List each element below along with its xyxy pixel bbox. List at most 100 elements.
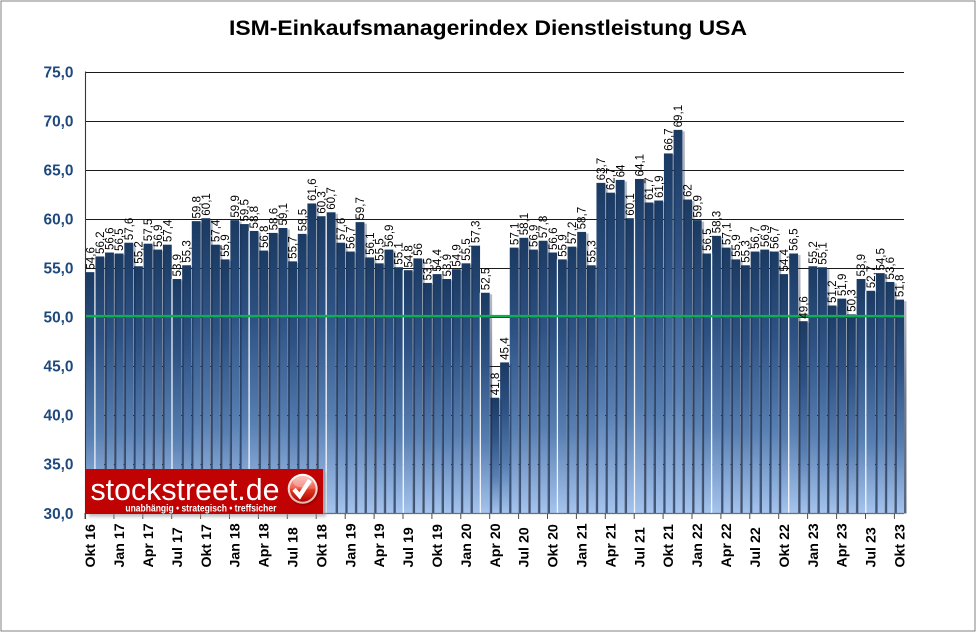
svg-text:55,9: 55,9: [556, 234, 569, 257]
svg-text:unabhängig • strategisch • tre: unabhängig • strategisch • treffsicher: [125, 504, 276, 515]
svg-text:57,3: 57,3: [470, 221, 483, 244]
svg-text:Jan 20: Jan 20: [459, 523, 475, 567]
svg-text:56,8: 56,8: [258, 225, 271, 248]
svg-text:Jul 22: Jul 22: [748, 527, 764, 567]
svg-text:59,8: 59,8: [190, 196, 203, 219]
svg-text:Okt 22: Okt 22: [777, 524, 793, 567]
svg-text:57,6: 57,6: [123, 218, 136, 241]
svg-text:70,0: 70,0: [44, 113, 74, 130]
svg-text:Jul 17: Jul 17: [170, 527, 186, 567]
svg-text:Jul 19: Jul 19: [401, 527, 417, 567]
svg-text:Jan 21: Jan 21: [575, 523, 591, 567]
svg-text:58,8: 58,8: [248, 206, 261, 229]
svg-text:66,7: 66,7: [662, 128, 675, 151]
svg-text:Apr 22: Apr 22: [719, 523, 735, 567]
svg-text:Okt 20: Okt 20: [546, 524, 562, 567]
svg-text:Okt 21: Okt 21: [661, 524, 677, 567]
svg-text:57,2: 57,2: [566, 222, 579, 245]
svg-text:Jan 18: Jan 18: [228, 523, 244, 567]
svg-text:41,8: 41,8: [489, 373, 502, 396]
svg-text:50,3: 50,3: [846, 289, 859, 312]
svg-text:Apr 19: Apr 19: [372, 523, 388, 567]
svg-text:51,8: 51,8: [894, 275, 907, 298]
svg-text:56,7: 56,7: [768, 226, 781, 249]
svg-text:61,9: 61,9: [653, 175, 666, 198]
svg-text:56,2: 56,2: [94, 231, 107, 254]
svg-text:53,5: 53,5: [422, 258, 435, 281]
svg-text:56,5: 56,5: [701, 228, 714, 251]
svg-text:53,9: 53,9: [441, 254, 454, 277]
svg-text:Okt 17: Okt 17: [199, 524, 215, 567]
svg-text:56,9: 56,9: [383, 225, 396, 248]
svg-text:56,9: 56,9: [759, 225, 772, 248]
svg-text:52,5: 52,5: [479, 268, 492, 291]
svg-text:40,0: 40,0: [44, 408, 74, 425]
svg-text:Okt 19: Okt 19: [430, 524, 446, 567]
svg-text:59,7: 59,7: [354, 197, 367, 220]
svg-text:56,7: 56,7: [749, 226, 762, 249]
svg-text:57,6: 57,6: [335, 218, 348, 241]
svg-text:55,7: 55,7: [287, 236, 300, 259]
svg-text:55,5: 55,5: [460, 238, 473, 261]
svg-text:ISM-Einkaufsmanagerindex Diens: ISM-Einkaufsmanagerindex Dienstleistung …: [229, 16, 747, 40]
svg-text:64: 64: [614, 164, 627, 177]
svg-text:50,0: 50,0: [44, 310, 74, 327]
svg-text:55,3: 55,3: [585, 240, 598, 263]
svg-text:Okt 23: Okt 23: [892, 524, 908, 567]
svg-text:Jan 23: Jan 23: [806, 523, 822, 567]
svg-text:51,2: 51,2: [826, 280, 839, 303]
svg-text:60,1: 60,1: [624, 193, 637, 216]
svg-text:56: 56: [412, 243, 425, 256]
svg-text:53,9: 53,9: [855, 254, 868, 277]
svg-text:Jan 19: Jan 19: [343, 523, 359, 567]
svg-text:57,8: 57,8: [537, 216, 550, 239]
svg-text:61,6: 61,6: [306, 178, 319, 201]
svg-text:56,6: 56,6: [104, 227, 117, 250]
svg-text:55,9: 55,9: [219, 234, 232, 257]
svg-text:30,0: 30,0: [44, 506, 74, 523]
svg-text:Jul 20: Jul 20: [517, 527, 533, 567]
svg-text:49,6: 49,6: [797, 296, 810, 319]
svg-text:52,7: 52,7: [865, 266, 878, 289]
svg-text:45,0: 45,0: [44, 359, 74, 376]
svg-text:Apr 23: Apr 23: [835, 523, 851, 567]
svg-text:55,1: 55,1: [393, 242, 406, 265]
svg-text:58,1: 58,1: [518, 213, 531, 236]
svg-text:53,9: 53,9: [171, 254, 184, 277]
svg-text:54,8: 54,8: [402, 245, 415, 268]
svg-text:53,6: 53,6: [884, 257, 897, 280]
svg-text:56,5: 56,5: [788, 228, 801, 251]
svg-text:54,9: 54,9: [450, 244, 463, 267]
svg-text:Apr 17: Apr 17: [141, 523, 157, 567]
svg-text:57,5: 57,5: [142, 219, 155, 242]
svg-text:Jan 17: Jan 17: [112, 523, 128, 567]
svg-text:54,5: 54,5: [874, 248, 887, 271]
svg-text:55,3: 55,3: [740, 240, 753, 263]
svg-text:75,0: 75,0: [44, 64, 74, 81]
svg-text:59,9: 59,9: [691, 195, 704, 218]
svg-text:55,1: 55,1: [817, 242, 830, 265]
svg-text:57,4: 57,4: [210, 219, 223, 242]
svg-text:60,3: 60,3: [316, 191, 329, 214]
svg-text:55,0: 55,0: [44, 261, 74, 278]
svg-text:56,9: 56,9: [528, 225, 541, 248]
svg-text:56,7: 56,7: [344, 226, 357, 249]
svg-text:55,2: 55,2: [807, 241, 820, 264]
svg-text:65,0: 65,0: [44, 162, 74, 179]
svg-text:Jul 23: Jul 23: [864, 527, 880, 567]
svg-text:56,6: 56,6: [547, 227, 560, 250]
svg-text:59,1: 59,1: [277, 203, 290, 226]
svg-text:63,7: 63,7: [595, 158, 608, 181]
svg-text:60,1: 60,1: [200, 193, 213, 216]
svg-text:58,6: 58,6: [267, 208, 280, 231]
svg-text:56,9: 56,9: [152, 225, 165, 248]
svg-text:69,1: 69,1: [672, 105, 685, 128]
svg-text:55,2: 55,2: [133, 241, 146, 264]
svg-text:60,0: 60,0: [44, 212, 74, 229]
svg-text:Apr 18: Apr 18: [257, 523, 273, 567]
svg-text:stockstreet.de: stockstreet.de: [91, 472, 280, 507]
svg-text:Apr 21: Apr 21: [603, 523, 619, 567]
svg-text:61,7: 61,7: [643, 177, 656, 200]
svg-text:54,4: 54,4: [778, 248, 791, 271]
svg-text:Jul 21: Jul 21: [632, 527, 648, 567]
